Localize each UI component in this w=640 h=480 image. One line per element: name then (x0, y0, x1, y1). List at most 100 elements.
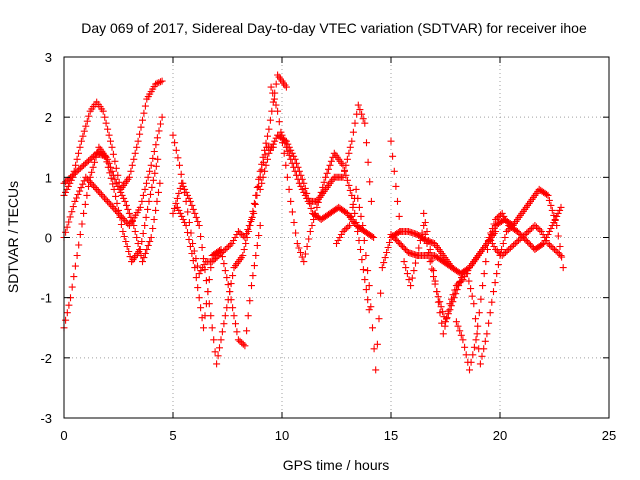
data-point (547, 225, 555, 232)
data-point (191, 264, 199, 272)
data-point (62, 228, 70, 236)
data-point (146, 167, 154, 175)
data-point (141, 250, 149, 257)
data-point (114, 182, 122, 190)
data-point (176, 209, 184, 217)
data-point (357, 212, 365, 220)
data-point (470, 300, 478, 308)
data-point (125, 248, 133, 255)
data-point (461, 343, 469, 351)
data-point (191, 209, 199, 217)
series-trace-8 (256, 131, 378, 241)
data-point (227, 280, 235, 288)
data-point (387, 231, 395, 238)
data-point (234, 228, 242, 235)
data-point (547, 243, 555, 250)
data-point (428, 256, 436, 264)
data-point (146, 238, 154, 245)
data-point (208, 324, 216, 332)
data-point (325, 165, 332, 173)
data-point (228, 240, 236, 247)
data-point (454, 280, 462, 288)
data-point (313, 203, 321, 211)
data-point (360, 237, 368, 244)
data-point (364, 158, 372, 166)
data-point (83, 191, 91, 199)
data-point (83, 158, 91, 166)
data-point (111, 175, 119, 183)
data-point (555, 250, 563, 258)
data-point (375, 315, 383, 323)
data-point (287, 155, 295, 163)
data-point (552, 247, 560, 255)
data-point (147, 234, 155, 241)
data-point (501, 234, 509, 241)
data-point (282, 161, 290, 169)
data-point (438, 319, 446, 327)
data-point (144, 205, 152, 213)
data-point (85, 157, 92, 165)
data-point (131, 228, 139, 235)
data-point (139, 258, 146, 266)
data-point (533, 223, 540, 231)
data-point (452, 282, 460, 290)
data-point (107, 163, 114, 171)
data-point (231, 234, 239, 241)
data-point (185, 194, 193, 202)
data-point (140, 109, 148, 117)
data-point (126, 253, 134, 261)
data-point (387, 137, 395, 145)
data-point (454, 322, 462, 330)
data-point (490, 243, 498, 250)
data-point (69, 203, 77, 211)
data-point (352, 185, 360, 193)
data-point (62, 188, 69, 196)
data-point (261, 167, 269, 175)
data-point (380, 259, 388, 267)
data-point (184, 191, 191, 199)
data-point (500, 212, 508, 220)
data-point (101, 113, 109, 121)
data-point (262, 161, 270, 169)
data-point (101, 194, 108, 202)
data-point (262, 139, 270, 147)
data-point (124, 205, 132, 213)
data-point (93, 148, 101, 156)
data-point (347, 212, 355, 220)
data-point (358, 110, 366, 118)
data-point (208, 258, 216, 266)
data-point (397, 228, 405, 235)
data-point (469, 351, 477, 359)
data-point (248, 282, 255, 290)
data-point (210, 336, 218, 344)
data-point (277, 128, 285, 136)
data-point (399, 243, 407, 250)
data-point (433, 288, 441, 296)
data-point (346, 143, 354, 151)
data-point (230, 312, 238, 320)
data-point (236, 337, 244, 345)
data-point (357, 246, 364, 253)
data-point (473, 330, 481, 338)
data-point (99, 192, 107, 200)
data-point (85, 177, 93, 185)
data-point (285, 151, 293, 159)
data-point (361, 276, 369, 284)
data-point (150, 216, 158, 223)
data-point (264, 155, 271, 163)
data-point (421, 231, 429, 238)
data-point (311, 209, 319, 217)
data-point (239, 340, 247, 348)
data-point (118, 191, 126, 199)
data-point (121, 197, 129, 205)
data-point (333, 240, 340, 247)
data-point (138, 197, 146, 205)
data-point (539, 231, 547, 238)
data-point (280, 135, 287, 143)
data-point (480, 270, 488, 278)
data-point (358, 256, 366, 264)
data-point (256, 185, 264, 193)
data-point (211, 348, 219, 356)
data-point (553, 212, 561, 220)
y-tick-label: 1 (45, 170, 52, 185)
